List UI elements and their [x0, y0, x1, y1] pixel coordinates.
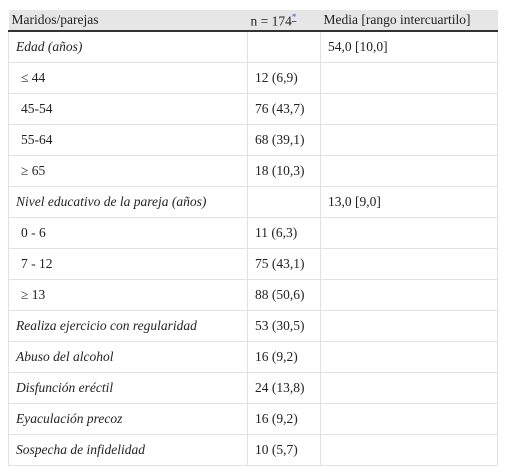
table-cell: 0 - 6: [8, 217, 248, 249]
table-row: 55-64 68 (39,1): [8, 124, 498, 156]
cell-text: Abuso del alcohol: [16, 349, 114, 364]
table-cell: 54,0 [10,0]: [320, 30, 498, 63]
table-cell: 24 (13,8): [247, 372, 321, 404]
table-cell: [320, 403, 498, 435]
header-row: Maridos/parejas n = 174* Media [rango in…: [8, 10, 498, 32]
table-row: ≥ 13 88 (50,6): [8, 279, 498, 311]
table-cell: [247, 186, 321, 218]
table-cell: Edad (años): [8, 30, 248, 63]
cell-text: 88 (50,6): [255, 287, 305, 302]
table-cell: [320, 341, 498, 373]
cell-text: 16 (9,2): [255, 349, 298, 364]
table-cell: ≥ 65: [8, 155, 248, 187]
header-text: Media [rango intercuartilo]: [323, 12, 471, 27]
table-cell: 88 (50,6): [247, 279, 321, 311]
table-cell: [320, 248, 498, 280]
table-cell: 53 (30,5): [247, 310, 321, 342]
table-row: Abuso del alcohol 16 (9,2): [8, 341, 498, 373]
table-cell: 12 (6,9): [247, 62, 321, 94]
table-cell: 75 (43,1): [247, 248, 321, 280]
table-cell: [320, 217, 498, 249]
table-cell: Realiza ejercicio con regularidad: [8, 310, 248, 342]
header-cell: n = 174*: [247, 10, 321, 32]
table-cell: [247, 30, 321, 63]
cell-text: 68 (39,1): [255, 132, 305, 147]
cell-text: 18 (10,3): [255, 163, 305, 178]
cell-text: 54,0 [10,0]: [328, 39, 388, 54]
footnote: *: [292, 11, 297, 23]
cell-text: Eyaculación precoz: [16, 411, 123, 426]
table-cell: [320, 62, 498, 94]
cell-text: Realiza ejercicio con regularidad: [16, 318, 197, 333]
cell-text: ≥ 65: [21, 163, 46, 178]
table-row: 45-54 76 (43,7): [8, 93, 498, 125]
table-cell: Disfunción eréctil: [8, 372, 248, 404]
table-cell: 18 (10,3): [247, 155, 321, 187]
cell-text: Nivel educativo de la pareja (años): [16, 194, 207, 209]
table-row: 7 - 12 75 (43,1): [8, 248, 498, 280]
table-row: Realiza ejercicio con regularidad 53 (30,…: [8, 310, 498, 342]
footnote-link[interactable]: *: [291, 11, 297, 22]
cell-text: Sospecha de infidelidad: [16, 442, 145, 457]
table-cell: 76 (43,7): [247, 93, 321, 125]
table-cell: 45-54: [8, 93, 248, 125]
table-header: Maridos/parejas n = 174* Media [rango in…: [8, 10, 498, 32]
table-cell: ≤ 44: [8, 62, 248, 94]
header-cell: Maridos/parejas: [8, 10, 248, 32]
table-row: Disfunción eréctil 24 (13,8): [8, 372, 498, 404]
table-cell: 16 (9,2): [247, 341, 321, 373]
table-cell: Sospecha de infidelidad: [8, 434, 248, 466]
cell-text: 75 (43,1): [255, 256, 305, 271]
table-row: ≤ 44 12 (6,9): [8, 62, 498, 94]
cell-text: 11 (6,3): [255, 225, 298, 240]
cell-text: 53 (30,5): [255, 318, 305, 333]
table-cell: 68 (39,1): [247, 124, 321, 156]
cell-text: 7 - 12: [21, 256, 53, 271]
table-cell: 16 (9,2): [247, 403, 321, 435]
table-cell: 7 - 12: [8, 248, 248, 280]
table-cell: 11 (6,3): [247, 217, 321, 249]
table-row: ≥ 65 18 (10,3): [8, 155, 498, 187]
cell-text: 12 (6,9): [255, 70, 298, 85]
table-row: Sospecha de infidelidad 10 (5,7): [8, 434, 498, 466]
table-row: Edad (años) 54,0 [10,0]: [8, 30, 498, 63]
table-cell: 13,0 [9,0]: [320, 186, 498, 218]
table-cell: 10 (5,7): [247, 434, 321, 466]
cell-text: ≤ 44: [21, 70, 46, 85]
cell-text: 24 (13,8): [255, 380, 305, 395]
cell-text: 55-64: [21, 132, 53, 147]
table-cell: Nivel educativo de la pareja (años): [8, 186, 248, 218]
cell-text: ≥ 13: [21, 287, 46, 302]
table-cell: [320, 124, 498, 156]
header-text: Maridos/parejas: [11, 12, 99, 27]
table-cell: 55-64: [8, 124, 248, 156]
cell-text: Edad (años): [16, 39, 83, 54]
table-row: 0 - 6 11 (6,3): [8, 217, 498, 249]
cell-text: 16 (9,2): [255, 411, 298, 426]
table-cell: Abuso del alcohol: [8, 341, 248, 373]
table-cell: [320, 93, 498, 125]
data-table: Maridos/parejas n = 174* Media [rango in…: [8, 10, 498, 466]
cell-text: 10 (5,7): [255, 442, 298, 457]
table-cell: [320, 155, 498, 187]
table-cell: [320, 434, 498, 466]
cell-text: 76 (43,7): [255, 101, 305, 116]
cell-text: Disfunción eréctil: [16, 380, 114, 395]
header-text: n = 174: [250, 13, 292, 29]
table-cell: [320, 279, 498, 311]
table-cell: ≥ 13: [8, 279, 248, 311]
cell-text: 0 - 6: [21, 225, 46, 240]
table-cell: [320, 372, 498, 404]
table-cell: Eyaculación precoz: [8, 403, 248, 435]
cell-text: 45-54: [21, 101, 53, 116]
table-cell: [320, 310, 498, 342]
header-cell: Media [rango intercuartilo]: [320, 10, 498, 32]
table-body: Edad (años) 54,0 [10,0] ≤ 44 12 (6,9) 45-54 7…: [8, 30, 498, 466]
cell-text: 13,0 [9,0]: [328, 194, 381, 209]
table-row: Eyaculación precoz 16 (9,2): [8, 403, 498, 435]
table-row: Nivel educativo de la pareja (años) 13,0 …: [8, 186, 498, 218]
